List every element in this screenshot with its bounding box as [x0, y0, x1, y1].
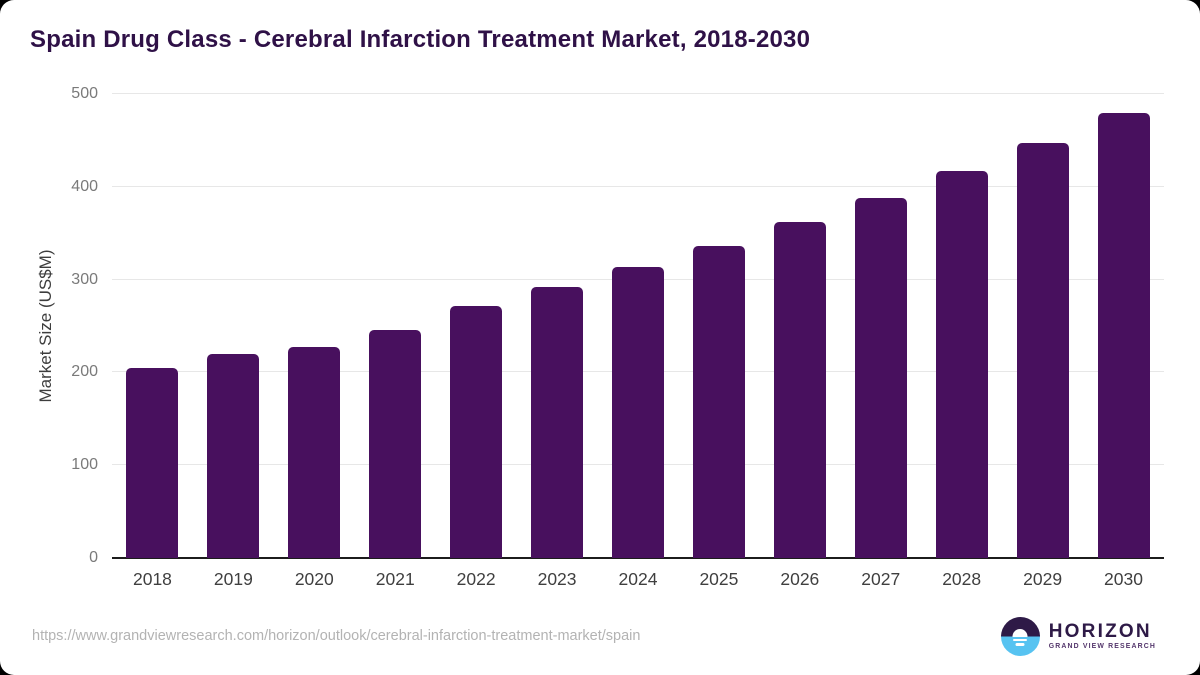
- x-tick-label: 2025: [699, 569, 739, 589]
- bar-column: [598, 94, 679, 558]
- bar-2022: [450, 305, 503, 558]
- y-tick-label: 100: [71, 456, 98, 474]
- x-tick-label: 2019: [213, 569, 253, 589]
- gridline: [112, 185, 1164, 187]
- x-tick-label: 2022: [456, 569, 496, 589]
- bar-2029: [1016, 143, 1069, 558]
- x-tick-label: 2028: [942, 569, 982, 589]
- x-tick-label: 2030: [1104, 569, 1143, 589]
- bar-2020: [288, 347, 341, 558]
- sun-reflection-line: [1013, 638, 1028, 642]
- x-tick-label: 2029: [1023, 569, 1063, 589]
- bar-column: [759, 94, 840, 558]
- bar-column: [1083, 94, 1164, 558]
- bar-column: [274, 94, 355, 558]
- bar-2018: [126, 367, 179, 558]
- bar-column: [517, 94, 598, 558]
- bars-row: [112, 94, 1164, 558]
- horizon-logo: HORIZON GRAND VIEW RESEARCH: [1000, 617, 1156, 656]
- y-tick-label: 300: [71, 270, 98, 288]
- y-tick-label: 0: [89, 549, 98, 566]
- bar-column: [355, 94, 436, 558]
- x-tick-label: 2026: [780, 569, 820, 589]
- bar-2025: [692, 246, 745, 558]
- x-tick-label: 2023: [537, 569, 577, 589]
- logo-wordmark: HORIZON: [1048, 621, 1152, 643]
- bar-2024: [611, 266, 664, 558]
- horizon-sun-icon: [1000, 617, 1040, 656]
- bar-column: [840, 94, 921, 558]
- bar-2030: [1097, 112, 1150, 558]
- bar-2027: [854, 197, 907, 558]
- y-tick-label: 400: [71, 177, 98, 195]
- x-tick-label: 2018: [132, 569, 172, 589]
- y-tick-label: 200: [71, 363, 98, 381]
- bar-column: [436, 94, 517, 558]
- gridline: [112, 93, 1164, 94]
- x-tick-label: 2024: [618, 569, 658, 589]
- bar-column: [112, 94, 193, 558]
- sun-reflection-line: [1015, 643, 1025, 646]
- bar-column: [921, 94, 1002, 558]
- bar-2023: [531, 287, 584, 558]
- bar-2026: [773, 222, 826, 558]
- bar-column: [678, 94, 759, 558]
- logo-subtitle: GRAND VIEW RESEARCH: [1048, 643, 1156, 651]
- source-url: https://www.grandviewresearch.com/horizo…: [32, 628, 641, 644]
- bar-2019: [207, 353, 260, 558]
- x-axis-line: [112, 557, 1164, 559]
- bar-column: [1002, 94, 1083, 558]
- y-tick-label: 500: [71, 85, 98, 102]
- bar-column: [193, 94, 274, 558]
- logo-text: HORIZON GRAND VIEW RESEARCH: [1049, 622, 1156, 651]
- bar-2028: [935, 171, 988, 558]
- x-axis-labels: 2018 2019 2020 2021 2022 2023 2024 2025 2026 2027…: [112, 569, 1164, 590]
- bar-2021: [369, 329, 422, 558]
- sun-glyph: [1012, 628, 1028, 637]
- chart-title: Spain Drug Class - Cerebral Infarction T…: [30, 26, 811, 53]
- x-tick-label: 2020: [294, 569, 334, 589]
- x-tick-label: 2021: [375, 569, 415, 589]
- x-tick-label: 2027: [861, 569, 901, 589]
- plot-area: 0 100 200 300 400 500: [71, 86, 1164, 566]
